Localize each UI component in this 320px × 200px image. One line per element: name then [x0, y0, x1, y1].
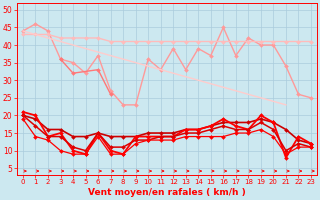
X-axis label: Vent moyen/en rafales ( km/h ): Vent moyen/en rafales ( km/h ) — [88, 188, 246, 197]
